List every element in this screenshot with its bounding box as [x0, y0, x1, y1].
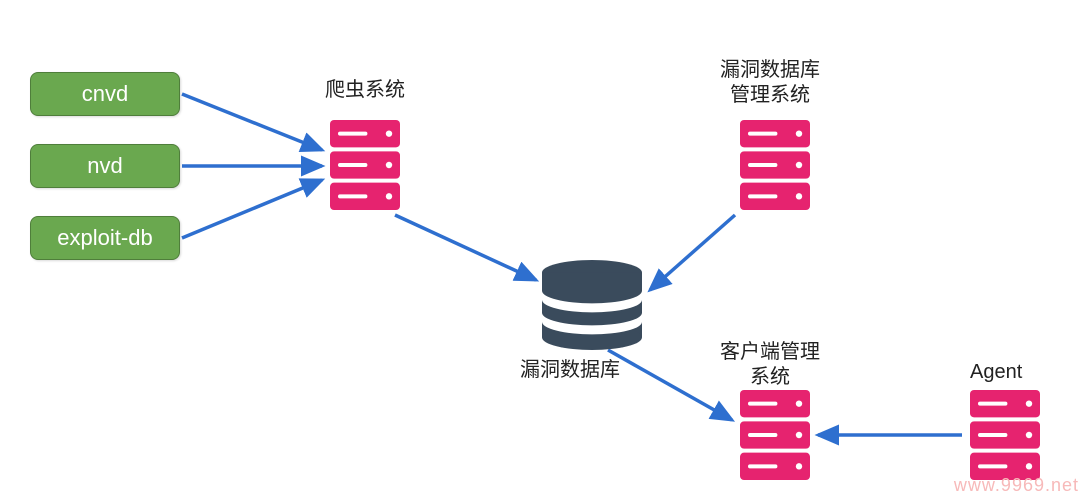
source-box-label: exploit-db	[57, 225, 152, 251]
edge-exploitdb	[182, 180, 322, 238]
source-box-label: cnvd	[82, 81, 128, 107]
source-box-cnvd: cnvd	[30, 72, 180, 116]
source-box-nvd: nvd	[30, 144, 180, 188]
server-icon-clientmgr	[740, 390, 810, 480]
server-label-vulndbmgr: 漏洞数据库 管理系统	[720, 58, 820, 108]
server-label-agent: Agent	[970, 360, 1022, 385]
database-icon-vulndb	[542, 260, 642, 350]
server-icon-vulndbmgr	[740, 120, 810, 210]
edge-cnvd	[182, 94, 322, 150]
server-label-clientmgr: 客户端管理 系统	[720, 340, 820, 390]
source-box-label: nvd	[87, 153, 122, 179]
server-icon-crawler	[330, 120, 400, 210]
edge-vulndbmgr	[650, 215, 735, 290]
edge-vulndb	[608, 350, 732, 420]
database-label: 漏洞数据库	[520, 358, 620, 383]
diagram-canvas: cnvd nvd exploit-db 爬虫系统 漏洞数据库 管理系统客户端管理 系统…	[0, 0, 1085, 500]
watermark-text: www.9969.net	[954, 475, 1079, 496]
server-icon-agent	[970, 390, 1040, 480]
source-box-exploitdb: exploit-db	[30, 216, 180, 260]
edge-crawler	[395, 215, 536, 280]
server-label-crawler: 爬虫系统	[325, 78, 405, 103]
